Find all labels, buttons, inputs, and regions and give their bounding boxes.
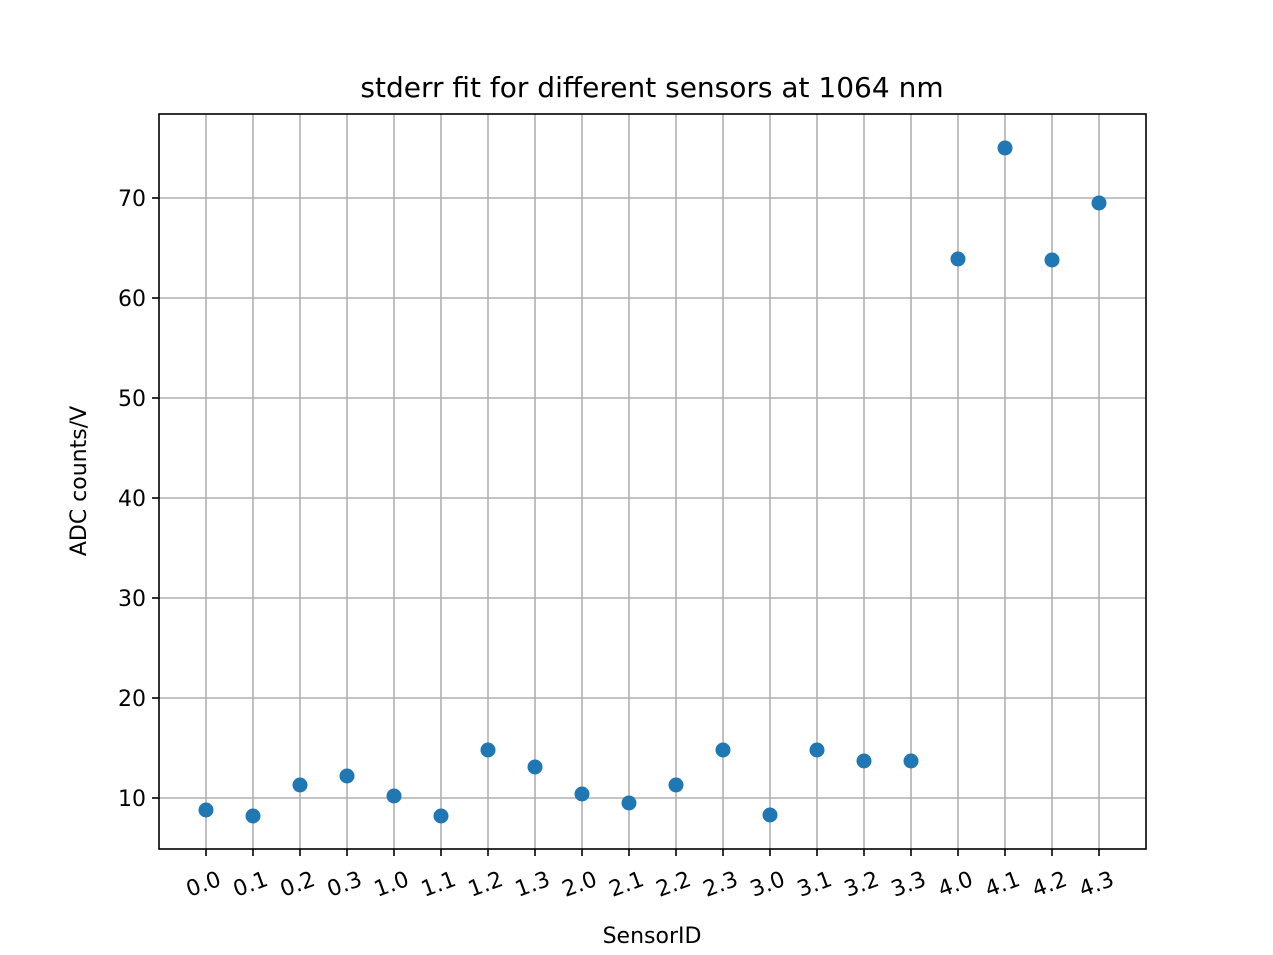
data-point xyxy=(856,753,872,769)
data-point xyxy=(762,807,778,823)
chart-title: stderr fit for different sensors at 1064… xyxy=(360,71,943,104)
y-tick-label: 10 xyxy=(118,787,146,812)
data-point xyxy=(292,777,308,793)
data-point xyxy=(1091,195,1107,211)
data-point xyxy=(621,795,637,811)
data-point xyxy=(480,742,496,758)
data-point xyxy=(245,808,261,824)
data-point xyxy=(1044,252,1060,268)
data-point xyxy=(997,140,1013,156)
y-tick-label: 60 xyxy=(118,287,146,312)
data-point xyxy=(574,786,590,802)
data-point xyxy=(903,753,919,769)
data-point xyxy=(339,768,355,784)
data-point xyxy=(715,742,731,758)
y-tick-label: 50 xyxy=(118,387,146,412)
data-points xyxy=(198,140,1107,824)
grid-lines xyxy=(159,114,1146,849)
plot-frame xyxy=(158,113,1147,850)
data-point xyxy=(668,777,684,793)
data-point xyxy=(950,251,966,267)
y-axis-ticks: 10 20 30 40 50 60 70 xyxy=(118,187,159,812)
data-point xyxy=(386,788,402,804)
x-axis-title: SensorID xyxy=(603,924,702,949)
y-axis-title: ADC counts/V xyxy=(67,406,92,556)
y-tick-label: 70 xyxy=(118,187,146,212)
data-point xyxy=(809,742,825,758)
y-tick-label: 20 xyxy=(118,687,146,712)
data-point xyxy=(433,808,449,824)
y-tick-label: 30 xyxy=(118,587,146,612)
y-tick-label: 40 xyxy=(118,487,146,512)
data-point xyxy=(527,759,543,775)
data-point xyxy=(198,802,214,818)
